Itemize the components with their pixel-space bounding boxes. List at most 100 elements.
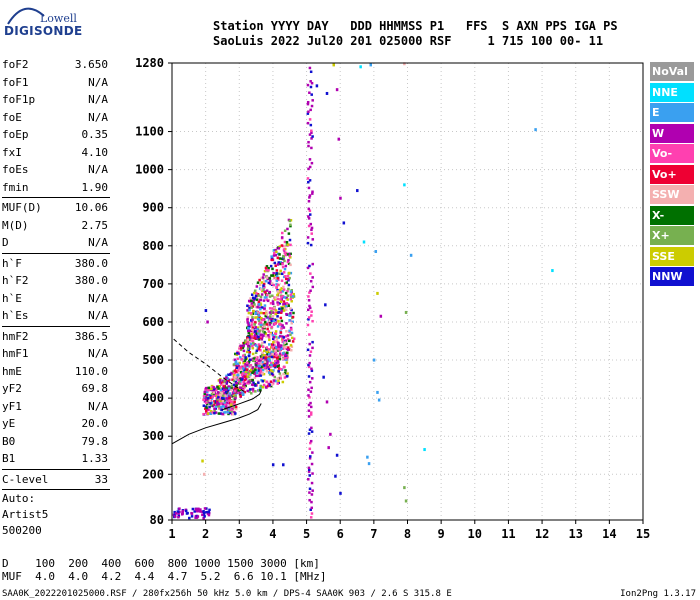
param-name: M(D) bbox=[2, 218, 29, 232]
echo-mark bbox=[276, 297, 280, 301]
echo-mark bbox=[273, 261, 277, 265]
x-tick-label: 12 bbox=[535, 527, 549, 541]
echo-mark bbox=[276, 303, 280, 306]
echo-mark bbox=[254, 326, 258, 329]
band-echo-mark bbox=[309, 508, 312, 511]
echo-mark bbox=[255, 285, 259, 288]
echo-mark bbox=[214, 405, 218, 409]
scatter-point bbox=[374, 250, 378, 254]
echo-mark bbox=[242, 344, 245, 347]
echo-mark bbox=[230, 384, 234, 388]
echo-mark bbox=[287, 258, 290, 262]
echo-mark bbox=[268, 311, 272, 314]
echo-mark bbox=[257, 338, 261, 341]
band-echo-mark bbox=[308, 354, 312, 357]
echo-mark bbox=[282, 352, 285, 355]
echo-mark bbox=[223, 401, 226, 404]
band-echo-mark bbox=[307, 375, 311, 378]
band-echo-mark bbox=[310, 426, 313, 430]
echo-mark bbox=[276, 325, 280, 328]
echo-mark bbox=[285, 322, 288, 325]
echo-mark bbox=[269, 264, 273, 268]
echo-mark bbox=[223, 394, 227, 397]
echo-mark bbox=[281, 335, 284, 338]
band-echo-mark bbox=[308, 487, 312, 491]
echo-mark bbox=[205, 507, 208, 510]
scatter-point bbox=[404, 499, 408, 503]
echo-mark bbox=[265, 350, 269, 354]
echo-mark bbox=[173, 515, 177, 518]
echo-mark bbox=[238, 386, 242, 389]
echo-mark bbox=[265, 356, 269, 359]
echo-mark bbox=[239, 356, 242, 359]
echo-mark bbox=[247, 334, 250, 338]
param-value: 110.0 bbox=[74, 364, 108, 378]
echo-mark bbox=[251, 352, 255, 356]
echo-mark bbox=[221, 412, 224, 416]
echo-mark bbox=[267, 330, 271, 333]
echo-mark bbox=[180, 513, 184, 516]
echo-mark bbox=[256, 362, 260, 365]
echo-mark bbox=[259, 374, 262, 377]
param-value: N/A bbox=[88, 347, 108, 360]
param-row: hmF2 386.5 bbox=[2, 328, 110, 346]
header-line1: Station YYYY DAY DDD HHMMSS P1 FFS S AXN… bbox=[213, 19, 618, 33]
echo-mark bbox=[204, 394, 207, 398]
echo-mark bbox=[251, 296, 255, 300]
echo-mark bbox=[231, 392, 235, 395]
echo-mark bbox=[273, 364, 276, 368]
echo-mark bbox=[272, 319, 275, 323]
param-name: yF2 bbox=[2, 382, 22, 395]
echo-mark bbox=[281, 380, 285, 384]
echo-mark bbox=[228, 411, 232, 415]
echo-mark bbox=[292, 311, 295, 315]
echo-mark bbox=[284, 369, 287, 372]
echo-mark bbox=[262, 284, 265, 287]
echo-mark bbox=[232, 402, 235, 406]
echo-mark bbox=[284, 304, 288, 308]
echo-mark bbox=[289, 271, 293, 275]
x-tick-label: 10 bbox=[468, 527, 482, 541]
scatter-point bbox=[409, 253, 413, 257]
echo-mark bbox=[243, 390, 247, 394]
echo-mark bbox=[227, 379, 230, 383]
echo-mark bbox=[275, 354, 278, 357]
plot-grid bbox=[171, 62, 644, 521]
echo-mark bbox=[249, 373, 252, 376]
echo-mark bbox=[289, 326, 293, 330]
echo-mark bbox=[221, 399, 225, 403]
echo-mark bbox=[263, 366, 267, 369]
echo-mark bbox=[261, 333, 264, 337]
echo-mark bbox=[247, 323, 250, 326]
echo-mark bbox=[254, 344, 258, 347]
echo-mark bbox=[225, 397, 229, 400]
band-echo-mark bbox=[309, 401, 312, 405]
echo-mark bbox=[211, 389, 215, 392]
echo-mark bbox=[279, 300, 283, 303]
param-row: h`E N/A bbox=[2, 290, 110, 308]
echo-mark bbox=[235, 353, 239, 357]
echo-mark bbox=[237, 367, 241, 370]
echo-mark bbox=[237, 364, 240, 368]
echo-mark bbox=[270, 310, 273, 313]
echo-mark bbox=[218, 378, 222, 382]
echo-mark bbox=[258, 387, 262, 390]
echo-mark bbox=[239, 346, 243, 350]
echo-mark bbox=[246, 342, 250, 345]
band-echo-mark bbox=[309, 279, 313, 283]
echo-mark bbox=[269, 331, 273, 335]
echo-mark bbox=[287, 287, 290, 291]
band-echo-mark bbox=[309, 85, 313, 89]
echo-mark bbox=[271, 334, 275, 337]
band-echo-mark bbox=[309, 289, 312, 292]
echo-mark bbox=[285, 301, 289, 305]
param-divider bbox=[2, 325, 110, 327]
band-echo-mark bbox=[306, 112, 310, 115]
echo-mark bbox=[281, 307, 284, 310]
legend-item-x: X- bbox=[650, 205, 694, 225]
echo-mark bbox=[281, 340, 284, 344]
echo-mark bbox=[196, 515, 200, 518]
scatter-point bbox=[327, 446, 330, 450]
echo-mark bbox=[289, 223, 292, 227]
echo-mark bbox=[275, 273, 278, 277]
